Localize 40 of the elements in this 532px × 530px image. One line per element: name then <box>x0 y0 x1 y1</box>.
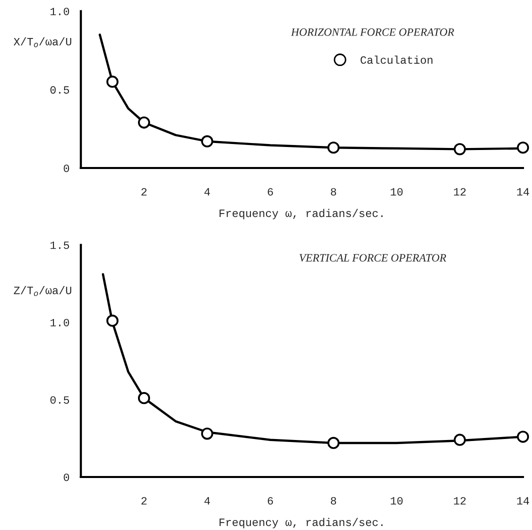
point <box>106 314 118 327</box>
x-tick-label: 2 <box>141 188 147 196</box>
y-axis-title: X/T$_{o}$/ωa/U <box>14 37 72 48</box>
point <box>138 116 150 129</box>
point <box>201 135 214 148</box>
x-tick-label: 10 <box>390 188 403 196</box>
x-tick-label: 6 <box>268 188 273 196</box>
x-tick-label: 10 <box>390 497 403 505</box>
point <box>327 436 340 450</box>
x-tick-label: 4 <box>204 497 210 504</box>
y-tick-label: 1.0 <box>50 8 70 16</box>
y-tick-label: 1.0 <box>50 318 70 326</box>
x-tick-label: 2 <box>141 497 147 504</box>
x-tick-label: 8 <box>330 188 336 196</box>
text: VERTICAL FORCE OPERATOR <box>300 254 446 262</box>
point <box>201 428 214 440</box>
y-tick-label: 0 <box>64 164 70 172</box>
point <box>454 434 466 446</box>
x-tick-label: 4 <box>204 188 210 196</box>
x-tick-label: 14 <box>517 497 530 504</box>
point <box>106 76 118 88</box>
point <box>516 142 530 154</box>
legend-label: Calculation <box>360 56 432 64</box>
y-tick-label: 0.5 <box>50 86 70 94</box>
y-tick-label: 0 <box>64 474 70 482</box>
y-axis-title: Z/T$_{o}$/ωa/U <box>14 286 72 296</box>
x-tick-label: 14 <box>517 188 530 196</box>
text: HORIZONTAL FORCE OPERATOR <box>290 28 454 36</box>
point <box>454 143 466 156</box>
x-axis-title: Frequency ω, radians/sec. <box>220 518 383 528</box>
point <box>327 142 340 154</box>
x-tick-label: 6 <box>268 497 273 505</box>
y-tick-label: 1.5 <box>50 242 70 249</box>
point <box>138 392 150 404</box>
point <box>516 430 530 443</box>
x-tick-label: 12 <box>454 188 466 196</box>
y-tick-label: 0.5 <box>50 396 70 404</box>
x-axis-title: Frequency ω, radians/sec. <box>220 208 383 220</box>
x-tick-label: 8 <box>330 497 336 505</box>
x-tick-label: 12 <box>454 497 466 504</box>
